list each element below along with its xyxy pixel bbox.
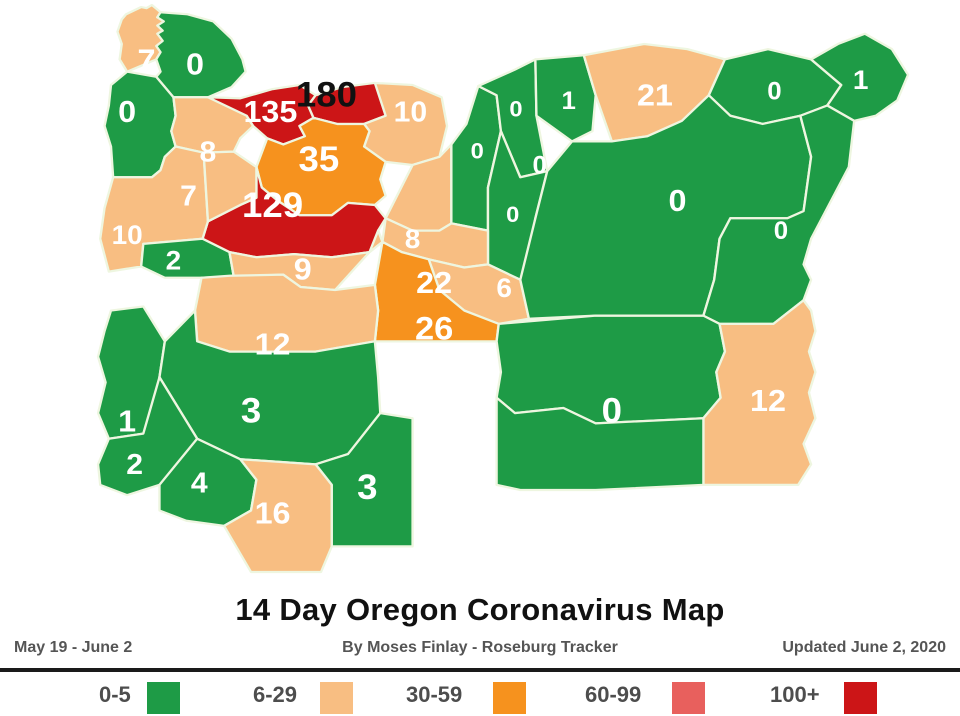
svg-text:2: 2 (126, 449, 143, 481)
svg-text:21: 21 (637, 77, 673, 112)
svg-text:9: 9 (294, 251, 312, 286)
svg-text:1: 1 (853, 65, 869, 95)
svg-text:7: 7 (138, 42, 156, 77)
svg-text:0: 0 (186, 46, 204, 81)
svg-text:4: 4 (191, 467, 208, 499)
svg-text:129: 129 (242, 186, 303, 225)
svg-text:0: 0 (118, 94, 136, 129)
svg-text:0: 0 (532, 152, 546, 179)
svg-text:10: 10 (394, 96, 428, 128)
svg-text:0: 0 (767, 78, 781, 105)
svg-text:8: 8 (200, 136, 217, 168)
svg-text:26: 26 (415, 311, 453, 347)
svg-text:0: 0 (774, 218, 788, 245)
svg-text:12: 12 (750, 383, 786, 418)
svg-text:16: 16 (255, 495, 291, 530)
svg-text:8: 8 (405, 224, 421, 254)
svg-text:0: 0 (506, 202, 519, 227)
svg-text:22: 22 (416, 265, 452, 300)
svg-text:12: 12 (255, 326, 291, 361)
svg-text:35: 35 (299, 140, 340, 179)
svg-text:0: 0 (509, 96, 522, 121)
svg-text:2: 2 (603, 485, 621, 520)
svg-text:2: 2 (166, 245, 182, 275)
svg-text:3: 3 (241, 391, 261, 430)
svg-text:10: 10 (112, 219, 143, 249)
svg-text:7: 7 (180, 180, 197, 212)
svg-text:3: 3 (357, 468, 377, 507)
svg-text:180: 180 (296, 75, 357, 114)
svg-text:1: 1 (118, 403, 136, 438)
svg-text:6: 6 (496, 273, 512, 303)
svg-text:135: 135 (243, 94, 297, 129)
svg-text:0: 0 (602, 391, 622, 430)
svg-text:0: 0 (669, 183, 687, 218)
svg-text:0: 0 (471, 138, 484, 163)
svg-text:1: 1 (562, 87, 576, 114)
